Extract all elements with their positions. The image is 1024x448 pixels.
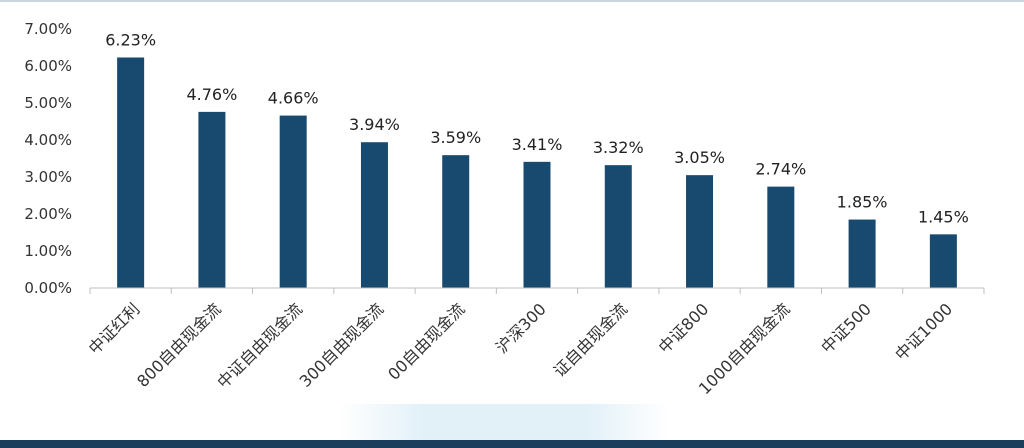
data-label: 1.45% xyxy=(918,207,969,226)
x-tick-label: 中证800 xyxy=(655,299,713,357)
y-tick-label: 6.00% xyxy=(24,57,72,75)
top-divider xyxy=(0,0,1024,2)
bar xyxy=(442,155,470,288)
y-tick-label: 5.00% xyxy=(24,94,72,112)
data-label: 3.05% xyxy=(674,148,725,167)
x-tick-label: 800自由现金流 xyxy=(133,299,225,391)
x-tick-label: 中证500 xyxy=(817,299,875,357)
y-tick-label: 1.00% xyxy=(24,242,72,260)
bar xyxy=(848,219,876,288)
bar xyxy=(604,165,632,288)
data-label: 6.23% xyxy=(105,30,156,49)
data-label: 3.59% xyxy=(430,128,481,147)
y-tick-label: 0.00% xyxy=(24,279,72,297)
data-label: 4.66% xyxy=(268,89,319,108)
value-labels: 6.23% 4.76% 4.66% 3.94% 3.59% 3.41% 3.32% 3.05%… xyxy=(105,30,969,226)
y-tick-label: 2.00% xyxy=(24,205,72,223)
y-tick-label: 4.00% xyxy=(24,131,72,149)
x-tick-label: 中证1000 xyxy=(891,299,956,364)
y-tick-label: 3.00% xyxy=(24,168,72,186)
data-label: 2.74% xyxy=(755,160,806,179)
bottom-band xyxy=(0,440,1024,448)
bar xyxy=(929,234,957,288)
x-tick-label: 证自由现金流 xyxy=(550,299,631,380)
bar xyxy=(767,186,795,288)
data-label: 1.85% xyxy=(837,193,888,212)
x-tick-label: 300自由现金流 xyxy=(296,299,388,391)
x-tick-label: 00自由现金流 xyxy=(384,299,468,383)
data-label: 3.41% xyxy=(512,135,563,154)
x-tick-label: 沪深300 xyxy=(492,299,550,357)
bars xyxy=(117,57,957,288)
data-label: 4.76% xyxy=(186,85,237,104)
x-tick-label: 中证自由现金流 xyxy=(213,299,306,392)
y-axis: 0.00% 1.00% 2.00% 3.00% 4.00% 5.00% 6.00% 7.00% xyxy=(24,20,72,297)
screen-glare xyxy=(340,404,670,444)
bar xyxy=(523,161,551,288)
data-label: 3.94% xyxy=(349,115,400,134)
bar xyxy=(360,142,388,288)
bar xyxy=(279,115,307,288)
bar xyxy=(198,111,226,288)
x-tick-label: 中证红利 xyxy=(85,299,144,358)
bar xyxy=(117,57,145,288)
y-tick-label: 7.00% xyxy=(24,20,72,38)
data-label: 3.32% xyxy=(593,138,644,157)
bar xyxy=(686,175,714,288)
